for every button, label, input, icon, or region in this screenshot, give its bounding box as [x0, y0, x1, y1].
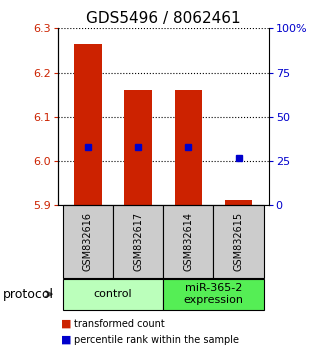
Bar	[74, 44, 102, 205]
Bar	[225, 200, 252, 205]
Bar	[163, 205, 213, 278]
Text: percentile rank within the sample: percentile rank within the sample	[74, 335, 239, 345]
Text: transformed count: transformed count	[74, 319, 164, 329]
Text: protocol: protocol	[3, 288, 54, 301]
Bar	[63, 205, 113, 278]
Bar	[174, 90, 202, 205]
Title: GDS5496 / 8062461: GDS5496 / 8062461	[86, 11, 241, 26]
Bar	[213, 205, 264, 278]
Text: miR-365-2
expression: miR-365-2 expression	[183, 283, 244, 305]
Text: ■: ■	[61, 319, 71, 329]
Bar	[163, 279, 264, 310]
Text: GSM832617: GSM832617	[133, 212, 143, 271]
Text: GSM832614: GSM832614	[183, 212, 193, 271]
Text: GSM832615: GSM832615	[234, 212, 244, 271]
Bar	[124, 90, 152, 205]
Text: GSM832616: GSM832616	[83, 212, 93, 271]
Bar	[63, 279, 163, 310]
Bar	[113, 205, 163, 278]
Text: control: control	[94, 289, 132, 299]
Text: ■: ■	[61, 335, 71, 345]
